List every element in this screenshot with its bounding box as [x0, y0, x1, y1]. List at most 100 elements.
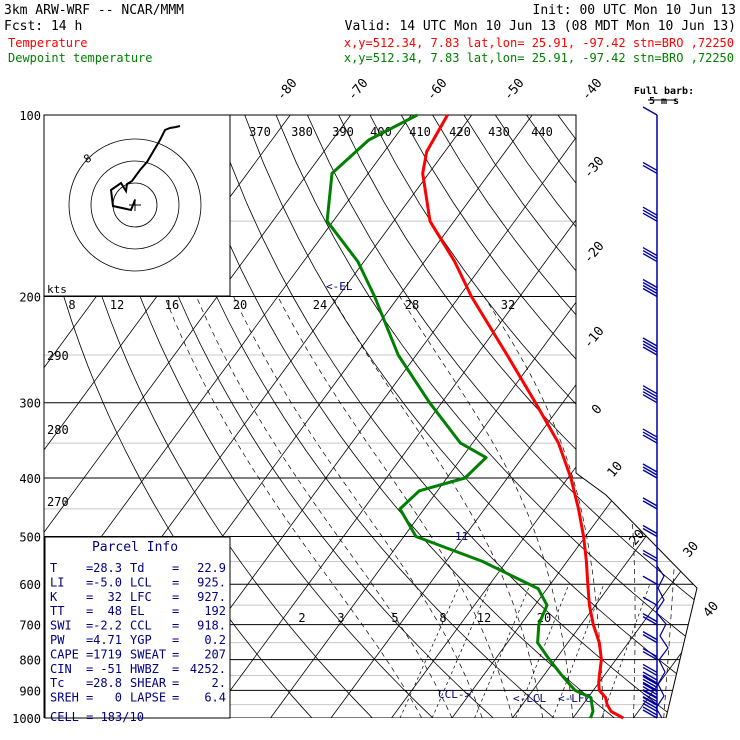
parcel-eq: = — [172, 662, 179, 676]
dry-adiabat — [494, 115, 697, 718]
wind-barb — [642, 106, 658, 116]
parcel-eq: = — [86, 590, 93, 604]
hodo-scale-16: 16 — [165, 298, 179, 312]
isotherm — [44, 115, 352, 718]
parcel-eq: = — [86, 561, 93, 575]
dry-adiabat — [87, 115, 434, 718]
pressure-label-100: 100 — [19, 109, 41, 123]
wind-barb — [642, 249, 658, 260]
theta-e-label: 420 — [449, 125, 471, 139]
isotherm-label: -20 — [581, 239, 608, 267]
init-time: Init: 00 UTC Mon 10 Jun 13 — [533, 3, 737, 18]
parcel-box — [44, 536, 231, 719]
pressure-label-300: 300 — [19, 397, 41, 411]
isotherm — [572, 115, 697, 718]
wind-barb — [642, 688, 658, 699]
wind-barb — [642, 689, 658, 700]
mixing-ratio-label: 12 — [477, 611, 491, 625]
isotherm — [512, 115, 697, 718]
parcel-key: LAPSE — [130, 691, 166, 705]
wind-barb — [642, 615, 658, 626]
wind-barb — [642, 431, 658, 441]
moist-adiabat — [233, 296, 483, 718]
parcel-key: LCL — [130, 575, 152, 589]
wind-barb — [642, 278, 658, 289]
dry-adiabat — [463, 115, 697, 718]
wind-barbs: Full barb:5 m s — [634, 86, 694, 719]
parcel-key: SWI — [50, 619, 72, 633]
parcel-eq: = — [86, 575, 93, 589]
wind-barb — [642, 575, 658, 585]
isotherm — [209, 115, 654, 718]
wind-barb — [642, 666, 658, 677]
parcel-key: Tc — [50, 676, 64, 690]
wind-barb — [642, 343, 658, 353]
dry-adiabat — [682, 115, 697, 718]
mixing-ratio-label: 8 — [439, 611, 446, 625]
wind-barb — [642, 212, 658, 222]
parcel-key: EL — [130, 604, 144, 618]
wind-barb — [642, 682, 658, 693]
wind-barb — [642, 394, 658, 404]
wind-barb — [642, 469, 658, 479]
lcl-marker: <-LCL — [513, 692, 546, 705]
theta-e-label: 380 — [291, 125, 313, 139]
parcel-eq: = — [172, 590, 179, 604]
parcel-key: T — [50, 561, 57, 575]
wind-barb — [642, 252, 658, 263]
pressure-label-400: 400 — [19, 472, 41, 486]
pressure-label-500: 500 — [19, 530, 41, 544]
temperature-line — [421, 114, 624, 720]
isotherm-label: -80 — [274, 76, 301, 104]
dry-adiabat — [369, 115, 697, 718]
parcel-key: HWBZ — [130, 662, 159, 676]
wind-barb — [642, 385, 658, 395]
wind-barb — [642, 284, 658, 295]
isotherm-label: -50 — [501, 76, 528, 104]
parcel-val: 0.2 — [204, 633, 226, 647]
dewpoint-line — [325, 113, 595, 719]
isotherm — [693, 115, 697, 718]
moist-adiabat — [663, 296, 679, 718]
theta-label: 280 — [47, 423, 69, 437]
el-marker: <-EL — [326, 280, 353, 293]
parcel-eq: = — [172, 633, 179, 647]
hodo-scale-24: 24 — [313, 298, 327, 312]
cell-label: CELL = 183/10 — [50, 710, 144, 724]
moist-adiabat — [196, 296, 453, 718]
parcel-key: K — [50, 590, 58, 604]
isotherm — [633, 115, 697, 718]
parcel-key: SHEAR — [130, 676, 167, 690]
wind-barb — [642, 549, 658, 560]
isotherm — [44, 115, 412, 718]
parcel-key: SREH — [50, 691, 79, 705]
dry-adiabat — [432, 115, 697, 718]
wind-barb — [642, 681, 658, 692]
wind-barb — [642, 631, 658, 641]
hodo-units: kts — [47, 283, 67, 296]
parcel-val: -51 — [100, 662, 122, 676]
isotherm-label: -70 — [345, 76, 372, 104]
parcel-key: LFC — [130, 590, 152, 604]
moist-adiabat — [277, 296, 513, 718]
valid-time: Valid: 14 UTC Mon 10 Jun 13 (08 MDT Mon … — [345, 19, 736, 34]
wind-barb — [642, 340, 658, 350]
wind-barb — [642, 695, 658, 706]
wind-barb — [642, 346, 658, 356]
isotherm — [330, 115, 697, 718]
isotherm-label: -10 — [581, 324, 608, 352]
parcel-val: 28.3 — [93, 561, 122, 575]
wind-barb — [642, 663, 658, 674]
hodo-scale-12: 12 — [110, 298, 124, 312]
mixing-ratio-line — [399, 584, 461, 718]
pressure-label-200: 200 — [19, 291, 41, 305]
pressure-label-600: 600 — [19, 578, 41, 592]
theta-e-label: 430 — [488, 125, 510, 139]
parcel-val: -2.2 — [93, 619, 122, 633]
parcel-eq: = — [86, 619, 93, 633]
parcel-val: 48 — [108, 604, 122, 618]
parcel-eq: = — [172, 647, 179, 661]
barb-legend-value: 5 m s — [649, 96, 679, 107]
parcel-key: TT — [50, 604, 64, 618]
